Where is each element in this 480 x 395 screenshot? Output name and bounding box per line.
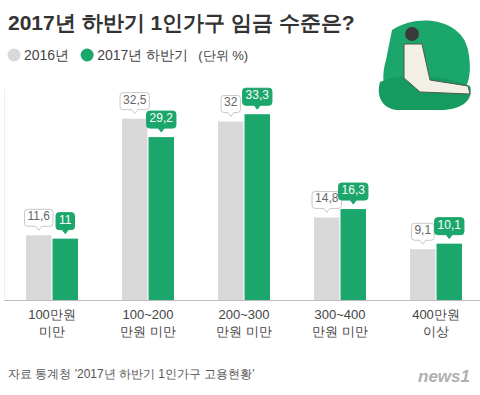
unit-label: (단위 %)	[198, 48, 248, 63]
data-label-bubble: 11	[56, 213, 74, 234]
bar	[245, 114, 270, 300]
bar	[218, 121, 243, 300]
title: 2017년 하반기 1인가구 임금 수준은?	[8, 11, 355, 34]
watermark: news1	[418, 367, 470, 386]
data-label-bubble: 32,5	[120, 93, 149, 114]
legend-swatch	[81, 49, 94, 62]
x-tick-label: 100~200만원 미만	[120, 307, 176, 339]
figure-body	[404, 44, 470, 94]
data-label-shape	[243, 88, 272, 109]
x-axis-line	[5, 300, 480, 301]
data-label-shape	[435, 218, 464, 239]
chart: 2017년 하반기 1인가구 임금 수준은? 2016년 2017년 하반기 (단위 …	[0, 0, 480, 395]
data-label: 32,5	[123, 93, 147, 107]
data-label: 33,3	[246, 88, 270, 102]
x-tick: 100만원미만	[28, 307, 76, 339]
data-label-bubble: 10,1	[435, 218, 464, 239]
legend-swatch	[8, 49, 21, 62]
bar	[341, 209, 366, 300]
data-label-shape	[339, 183, 368, 204]
data-label: 16,3	[342, 183, 366, 197]
data-label-bubble: 32	[221, 95, 240, 116]
x-axis: 100만원미만 100~200만원 미만 200~300만원 미만 300~400만원…	[5, 301, 480, 339]
x-tick-label: 100만원미만	[28, 307, 76, 339]
figure-head	[405, 27, 419, 41]
x-tick: 100~200만원 미만	[120, 307, 176, 339]
bar	[53, 239, 78, 300]
bar	[314, 217, 339, 300]
data-label-shape	[120, 93, 149, 114]
bar	[410, 249, 435, 300]
x-tick: 300~400만원 미만	[312, 307, 368, 339]
data-label-shape	[411, 223, 434, 244]
y-axis-line	[4, 89, 5, 301]
legend-label: 2016년	[24, 47, 69, 63]
data-label-shape	[25, 209, 53, 230]
data-label-bubble: 16,3	[339, 183, 368, 204]
data-label-bubble: 9,1	[411, 223, 434, 244]
illustration	[379, 20, 471, 110]
data-label: 9,1	[414, 223, 431, 237]
data-label: 11,6	[28, 209, 51, 223]
data-label-bubble: 14,8	[312, 191, 341, 212]
x-tick: 400만원이상	[412, 307, 460, 339]
data-label-bubble: 33,3	[243, 88, 272, 109]
data-label: 10,1	[438, 218, 462, 232]
data-label: 32	[224, 95, 238, 109]
x-tick-label: 300~400만원 미만	[312, 307, 368, 339]
x-tick-label: 400만원이상	[412, 307, 460, 339]
data-label-shape	[221, 95, 240, 116]
x-tick-label: 200~300만원 미만	[216, 307, 272, 339]
data-label: 11	[59, 213, 72, 227]
bar	[26, 235, 51, 300]
source: 자료 통계청 '2017년 하반기 1인가구 고용현황'	[8, 367, 255, 381]
y-axis	[4, 89, 5, 301]
data-label-shape	[147, 111, 176, 132]
legend-label: 2017년 하반기	[97, 47, 188, 63]
legend: 2016년 2017년 하반기 (단위 %)	[8, 47, 249, 63]
data-label-bubble: 11,6	[25, 209, 53, 230]
data-labels: 11,6 32,5 32 14,8 9,1 11 29,2 33,3 16,3 10,1	[25, 88, 464, 244]
bars	[26, 114, 462, 300]
bar	[149, 137, 174, 300]
data-label-shape	[312, 191, 341, 212]
data-label: 14,8	[315, 191, 339, 205]
data-label-shape	[56, 213, 74, 234]
data-label: 29,2	[150, 111, 174, 125]
data-label-bubble: 29,2	[147, 111, 176, 132]
bar	[122, 119, 147, 300]
x-tick: 200~300만원 미만	[216, 307, 272, 339]
bar	[437, 244, 462, 300]
